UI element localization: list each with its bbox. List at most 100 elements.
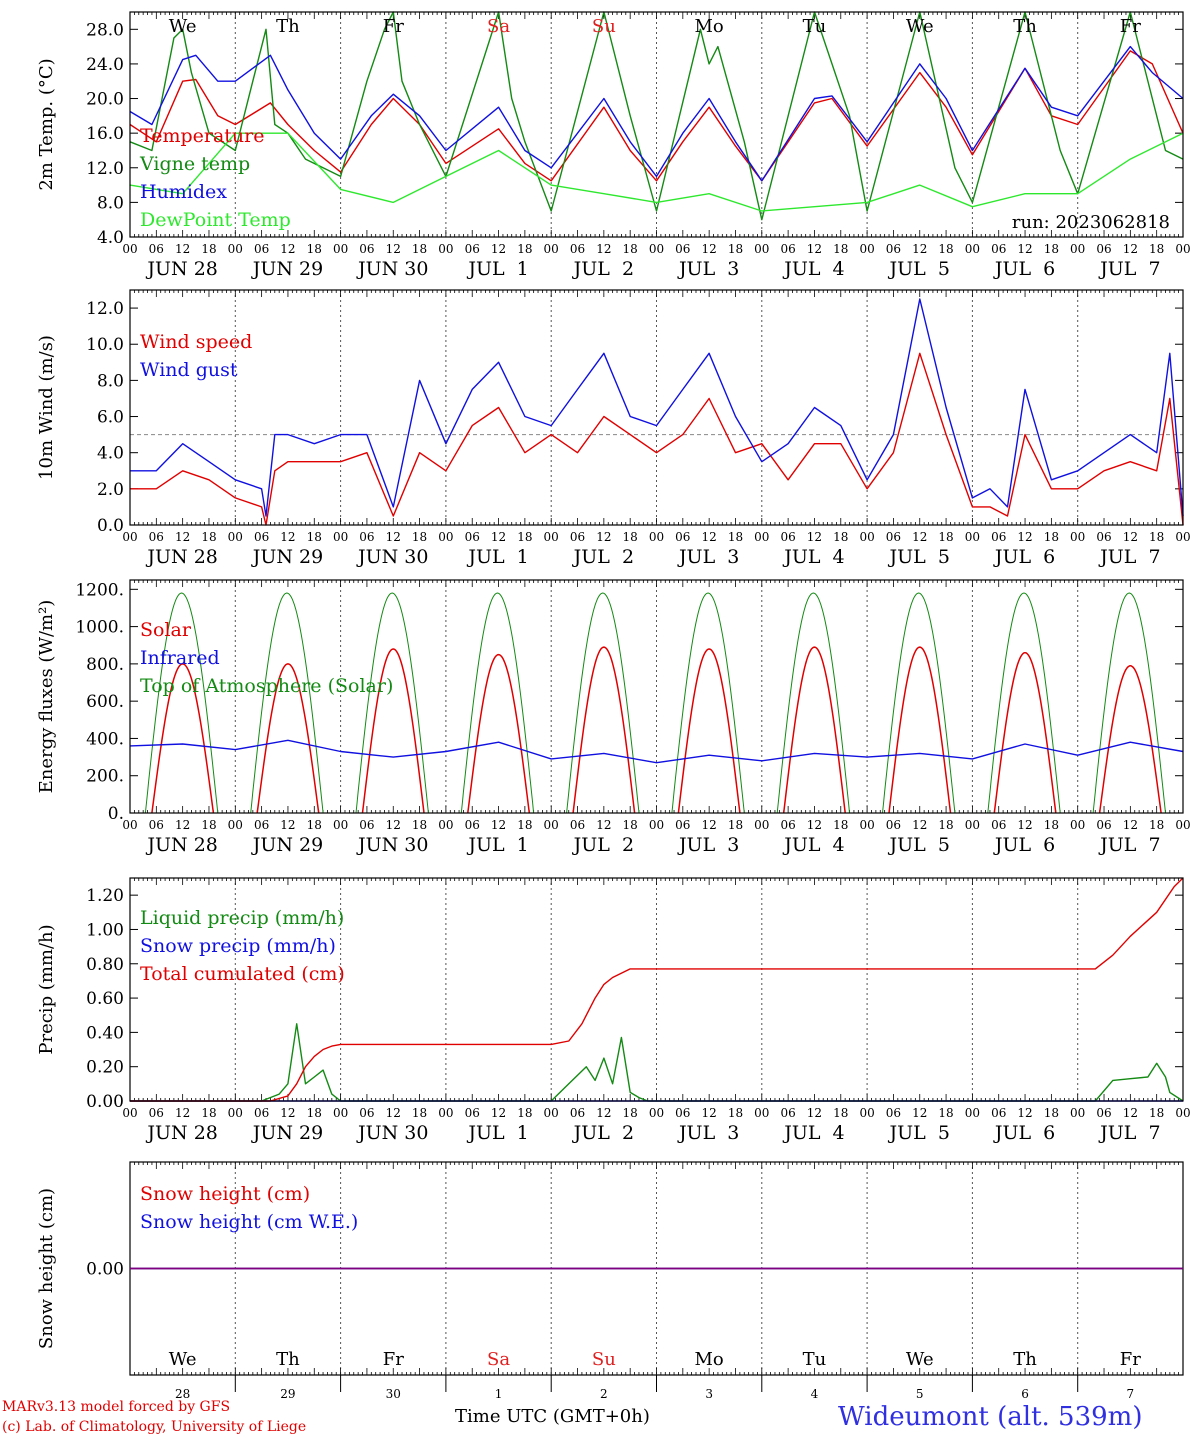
y-tick-label: 0.0 <box>97 516 124 536</box>
weekday-label: Su <box>592 1349 616 1370</box>
hour-tick-label: 00 <box>333 1106 348 1120</box>
date-label: JUN 30 <box>356 546 428 568</box>
weekday-label: Tu <box>803 1349 827 1370</box>
total-cumulated-cm-line <box>130 877 1184 1102</box>
hour-tick-label: 06 <box>570 530 585 544</box>
hour-tick-label: 12 <box>280 530 295 544</box>
hour-tick-label: 12 <box>175 1106 190 1120</box>
weekday-label: Mo <box>695 16 724 37</box>
date-label: JUN 28 <box>145 258 217 280</box>
hour-tick-label: 06 <box>886 818 901 832</box>
hour-tick-label: 00 <box>754 530 769 544</box>
weekday-label: Th <box>1013 16 1037 37</box>
hour-tick-label: 00 <box>333 818 348 832</box>
hour-tick-label: 18 <box>412 530 427 544</box>
date-label: JUL 2 <box>572 258 634 280</box>
solar-line <box>361 648 425 814</box>
weekday-label: Fr <box>1120 1349 1141 1370</box>
toa-solar-line <box>671 592 745 814</box>
hour-tick-label: 06 <box>359 1106 374 1120</box>
solar-line <box>467 653 531 814</box>
hour-tick-label: 06 <box>254 530 269 544</box>
toa-solar-line <box>776 592 850 814</box>
weekday-label: Th <box>276 16 300 37</box>
infrared-line <box>129 739 1184 764</box>
hour-tick-label: 18 <box>412 1106 427 1120</box>
hour-tick-label: 06 <box>254 818 269 832</box>
date-label: JUN 28 <box>145 1122 217 1144</box>
hour-tick-label: 18 <box>833 818 848 832</box>
date-label: JUL 7 <box>1098 834 1160 856</box>
y-tick-label: 4.0 <box>97 228 124 248</box>
y-tick-label: 1.20 <box>86 886 124 906</box>
hour-tick-label: 06 <box>359 530 374 544</box>
date-label: JUL 4 <box>782 1122 844 1144</box>
solar-line <box>572 646 636 814</box>
model-credit: MARv3.13 model forced by GFS <box>2 1399 231 1415</box>
day-number-label: 1 <box>495 1387 503 1401</box>
hour-tick-label: 00 <box>649 242 664 256</box>
hour-tick-label: 00 <box>122 242 137 256</box>
hour-tick-label: 18 <box>1149 530 1164 544</box>
plot-frame <box>129 877 1184 1102</box>
y-axis-label: Precip (mm/h) <box>36 924 57 1054</box>
hour-tick-label: 18 <box>833 242 848 256</box>
date-label: JUN 28 <box>145 546 217 568</box>
date-label: JUL 5 <box>888 834 950 856</box>
weekday-label: We <box>906 16 934 37</box>
y-tick-label: 1200. <box>75 580 124 600</box>
day-number-label: 4 <box>811 1387 819 1401</box>
y-tick-label: 800. <box>86 655 124 675</box>
hour-tick-label: 00 <box>228 530 243 544</box>
hour-tick-label: 06 <box>359 242 374 256</box>
hour-tick-label: 00 <box>1175 1106 1190 1120</box>
hour-tick-label: 12 <box>807 242 822 256</box>
toa-solar-line <box>882 592 956 814</box>
solar-line <box>151 663 215 814</box>
toa-solar-line <box>566 592 640 814</box>
legend-entry: Wind speed <box>140 331 252 353</box>
hour-tick-label: 00 <box>859 530 874 544</box>
date-label: JUL 2 <box>572 1122 634 1144</box>
legend-entry: Snow height (cm) <box>140 1183 310 1205</box>
weekday-label: We <box>169 1349 197 1370</box>
y-tick-label: 400. <box>86 729 124 749</box>
date-label: JUN 30 <box>356 258 428 280</box>
dewpoint-temp-line <box>129 132 1184 212</box>
hour-tick-label: 06 <box>149 1106 164 1120</box>
temperature-line <box>129 50 1184 182</box>
hour-tick-label: 18 <box>1044 530 1059 544</box>
date-label: JUL 1 <box>466 1122 528 1144</box>
toa-solar-line <box>987 592 1061 814</box>
weekday-label: Tu <box>803 16 827 37</box>
hour-tick-label: 18 <box>517 818 532 832</box>
hour-tick-label: 12 <box>1017 530 1032 544</box>
date-label: JUL 1 <box>466 258 528 280</box>
hour-tick-label: 12 <box>596 530 611 544</box>
day-number-label: 6 <box>1021 1387 1029 1401</box>
y-tick-label: 1.00 <box>86 920 124 940</box>
hour-tick-label: 00 <box>649 818 664 832</box>
hour-tick-label: 00 <box>965 530 980 544</box>
hour-tick-label: 18 <box>728 1106 743 1120</box>
hour-tick-label: 06 <box>780 530 795 544</box>
precip-panel: 00 06 12 18 00 06 12 18 00 06 12 18 00 06 12 18 00 06 12 18… <box>36 877 1191 1144</box>
hour-tick-label: 00 <box>859 1106 874 1120</box>
hour-tick-label: 00 <box>1175 242 1190 256</box>
y-tick-label: 0. <box>108 804 124 824</box>
hour-tick-label: 00 <box>228 1106 243 1120</box>
date-label: JUL 7 <box>1098 1122 1160 1144</box>
hour-tick-label: 06 <box>1096 530 1111 544</box>
hour-tick-label: 00 <box>1175 530 1190 544</box>
hour-tick-label: 18 <box>201 1106 216 1120</box>
hour-tick-label: 12 <box>1123 818 1138 832</box>
hour-tick-label: 18 <box>833 1106 848 1120</box>
legend-entry: Vigne temp <box>139 153 250 175</box>
y-tick-label: 16.0 <box>86 124 124 144</box>
y-axis-label: 10m Wind (m/s) <box>36 335 57 480</box>
date-label: JUL 7 <box>1098 258 1160 280</box>
hour-tick-label: 12 <box>386 530 401 544</box>
solar-line <box>888 646 952 814</box>
hour-tick-label: 18 <box>1149 1106 1164 1120</box>
hour-tick-label: 06 <box>570 818 585 832</box>
